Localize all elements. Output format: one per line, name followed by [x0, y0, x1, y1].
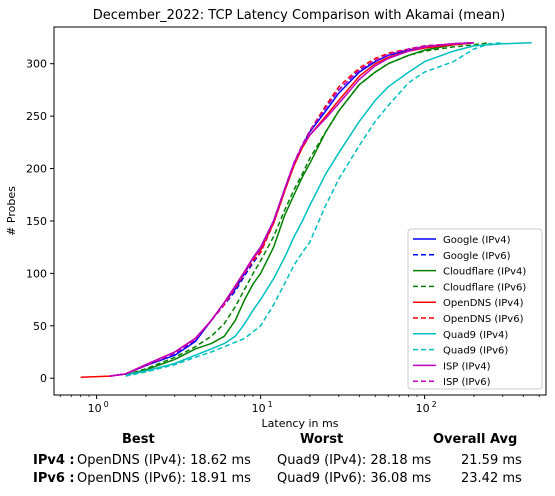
summary-row-worst: Quad9 (IPv6): 36.08 ms	[277, 471, 432, 486]
x-tick-label: 10	[416, 402, 430, 415]
legend-label: Cloudflare (IPv4)	[443, 267, 526, 278]
series-line	[125, 41, 490, 376]
y-axis-label: # Probes	[5, 186, 18, 236]
legend-label: Quad9 (IPv6)	[443, 346, 508, 357]
legend-label: Google (IPv6)	[443, 251, 511, 262]
legend: Google (IPv4) Google (IPv6) Cloudflare (IP…	[407, 228, 543, 390]
y-tick-label: 0	[40, 372, 47, 385]
x-tick-label-exponent: 1	[268, 400, 273, 409]
y-tick-label: 150	[26, 215, 47, 228]
y-tick-label: 300	[26, 58, 47, 71]
legend-label: ISP (IPv4)	[443, 361, 491, 372]
summary-table: Best Worst Overall Avg IPv4 : OpenDNS (I…	[0, 430, 555, 496]
series-layer	[80, 41, 532, 378]
summary-row-avg: 21.59 ms	[461, 453, 522, 468]
plot-frame	[53, 26, 547, 396]
summary-header-avg: Overall Avg	[433, 432, 518, 447]
legend-label: OpenDNS (IPv4)	[443, 298, 524, 309]
y-tick-label: 200	[26, 163, 47, 176]
series-line	[109, 41, 474, 377]
legend-label: Cloudflare (IPv6)	[443, 282, 526, 293]
x-tick-label-exponent: 2	[432, 400, 437, 409]
series-line	[125, 41, 503, 377]
summary-row-label: IPv4 :	[33, 453, 75, 468]
legend-label: Quad9 (IPv4)	[443, 330, 508, 341]
summary-row-label: IPv6 :	[33, 471, 75, 486]
legend-label: ISP (IPv6)	[443, 377, 491, 388]
summary-header-best: Best	[122, 432, 155, 447]
x-tick-label-exponent: 0	[104, 400, 109, 409]
y-tick-label: 100	[26, 267, 47, 280]
legend-label: Google (IPv4)	[443, 235, 511, 246]
summary-row-best: OpenDNS (IPv4): 18.62 ms	[77, 453, 251, 468]
y-tick-label: 50	[33, 320, 47, 333]
summary-row-best: OpenDNS (IPv6): 18.91 ms	[77, 471, 251, 486]
summary-row-worst: Quad9 (IPv4): 28.18 ms	[277, 453, 432, 468]
chart-title: December_2022: TCP Latency Comparison wi…	[93, 8, 505, 23]
x-tick-label: 10	[252, 402, 266, 415]
summary-row-avg: 23.42 ms	[461, 471, 522, 486]
x-tick-label: 10	[88, 402, 102, 415]
y-tick-label: 250	[26, 110, 47, 123]
chart: December_2022: TCP Latency Comparison wi…	[5, 8, 547, 430]
legend-box	[407, 228, 543, 390]
x-axis-label: Latency in ms	[262, 417, 339, 430]
series-line	[125, 41, 532, 376]
legend-label: OpenDNS (IPv6)	[443, 314, 524, 325]
summary-header-worst: Worst	[300, 432, 344, 447]
